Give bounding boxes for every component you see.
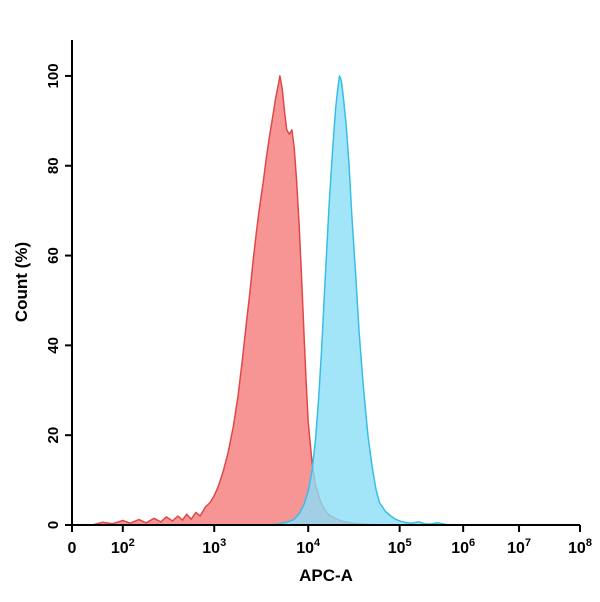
y-tick-label: 60 <box>45 247 62 264</box>
y-tick-label: 100 <box>45 63 62 88</box>
x-tick-label: 106 <box>451 537 475 557</box>
red-histogram-area <box>91 75 377 526</box>
cyan-histogram-area <box>270 75 450 526</box>
y-tick-label: 80 <box>45 157 62 174</box>
y-tick-label: 0 <box>45 521 62 529</box>
x-tick-label: 0 <box>68 540 77 557</box>
x-tick-label: 107 <box>507 537 531 557</box>
x-tick-label: 108 <box>568 537 592 557</box>
y-tick-label: 40 <box>45 337 62 354</box>
y-axis-title: Count (%) <box>12 241 31 323</box>
y-tick-label: 20 <box>45 427 62 444</box>
x-tick-label: 105 <box>388 537 412 557</box>
x-tick-label: 102 <box>111 537 135 557</box>
x-tick-label: 104 <box>296 537 321 557</box>
x-axis-title: APC-A <box>299 566 353 585</box>
x-tick-label: 103 <box>202 537 226 557</box>
